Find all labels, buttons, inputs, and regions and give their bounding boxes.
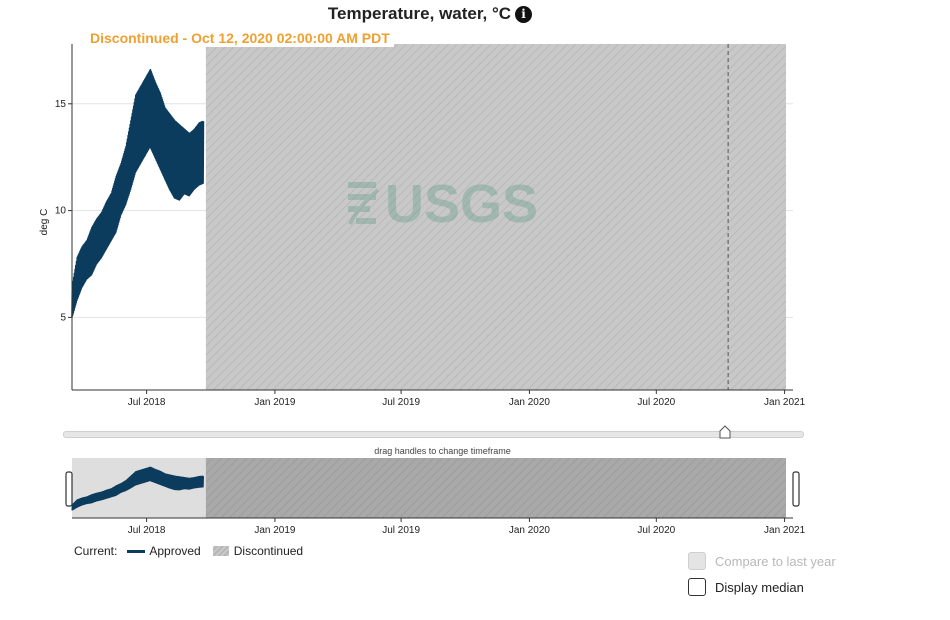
usgs-watermark: USGS: [348, 174, 538, 234]
legend-approved-label: Approved: [149, 544, 201, 558]
drag-hint: drag handles to change timeframe: [374, 446, 511, 456]
info-icon[interactable]: i: [515, 6, 533, 23]
brush-x-tick-label-1: Jan 2019: [254, 525, 296, 536]
brush-axes: Jul 2018 Jan 2019 Jul 2019 Jan 2020 Jul 2020…: [72, 517, 806, 536]
timeframe-slider-track[interactable]: [63, 431, 804, 438]
y-tick-label-15: 15: [55, 99, 67, 110]
legend: Current: Approved Discontinued: [74, 544, 303, 558]
discontinued-region: [205, 44, 786, 390]
axes: 5 10 15 Jul 2018 Jan 2019 Jul 2019 Jan 2020 Jul…: [55, 44, 806, 408]
x-tick-label-2: Jul 2019: [382, 397, 420, 408]
x-tick-label-0: Jul 2018: [128, 397, 166, 408]
x-tick-label-4: Jul 2020: [637, 397, 675, 408]
display-median-label: Display median: [715, 579, 804, 595]
x-tick-label-1: Jan 2019: [254, 397, 296, 408]
timeframe-slider-thumb[interactable]: [719, 425, 731, 439]
display-median-option[interactable]: Display median: [688, 578, 804, 596]
x-tick-label-3: Jan 2020: [509, 397, 551, 408]
legend-current-label: Current:: [74, 544, 118, 558]
brush-x-tick-label-0: Jul 2018: [128, 525, 166, 536]
y-tick-label-5: 5: [60, 312, 66, 323]
brush-handle-left[interactable]: [65, 471, 73, 507]
brush-series-approved: [71, 466, 205, 511]
display-median-checkbox[interactable]: [688, 578, 706, 596]
y-axis-label: deg C: [39, 209, 50, 236]
compare-last-year-option[interactable]: Compare to last year: [688, 552, 836, 570]
compare-last-year-checkbox[interactable]: [688, 552, 706, 570]
discontinued-label: Discontinued - Oct 12, 2020 02:00:00 AM …: [86, 29, 394, 47]
brush-x-tick-label-3: Jan 2020: [509, 525, 551, 536]
chart-title-text: Temperature, water, °C: [327, 4, 512, 23]
brush-x-tick-label-2: Jul 2019: [382, 525, 420, 536]
y-tick-label-10: 10: [55, 206, 67, 217]
legend-discontinued-swatch: [212, 546, 229, 556]
chart-title: Temperature, water, °C i: [0, 4, 860, 24]
brush-discontinued-region: [205, 458, 786, 518]
legend-discontinued-label: Discontinued: [233, 544, 304, 558]
watermark-text: USGS: [385, 174, 538, 234]
series-approved: [71, 68, 205, 318]
legend-approved-swatch: [127, 549, 146, 553]
brush-handle-right[interactable]: [792, 471, 800, 507]
x-tick-label-5: Jan 2021: [764, 397, 806, 408]
series-line-0: [71, 68, 205, 318]
brush-x-tick-label-5: Jan 2021: [764, 525, 806, 536]
compare-last-year-label: Compare to last year: [715, 553, 836, 569]
brush-x-tick-label-4: Jul 2020: [637, 525, 675, 536]
series-line-0: [71, 466, 205, 511]
